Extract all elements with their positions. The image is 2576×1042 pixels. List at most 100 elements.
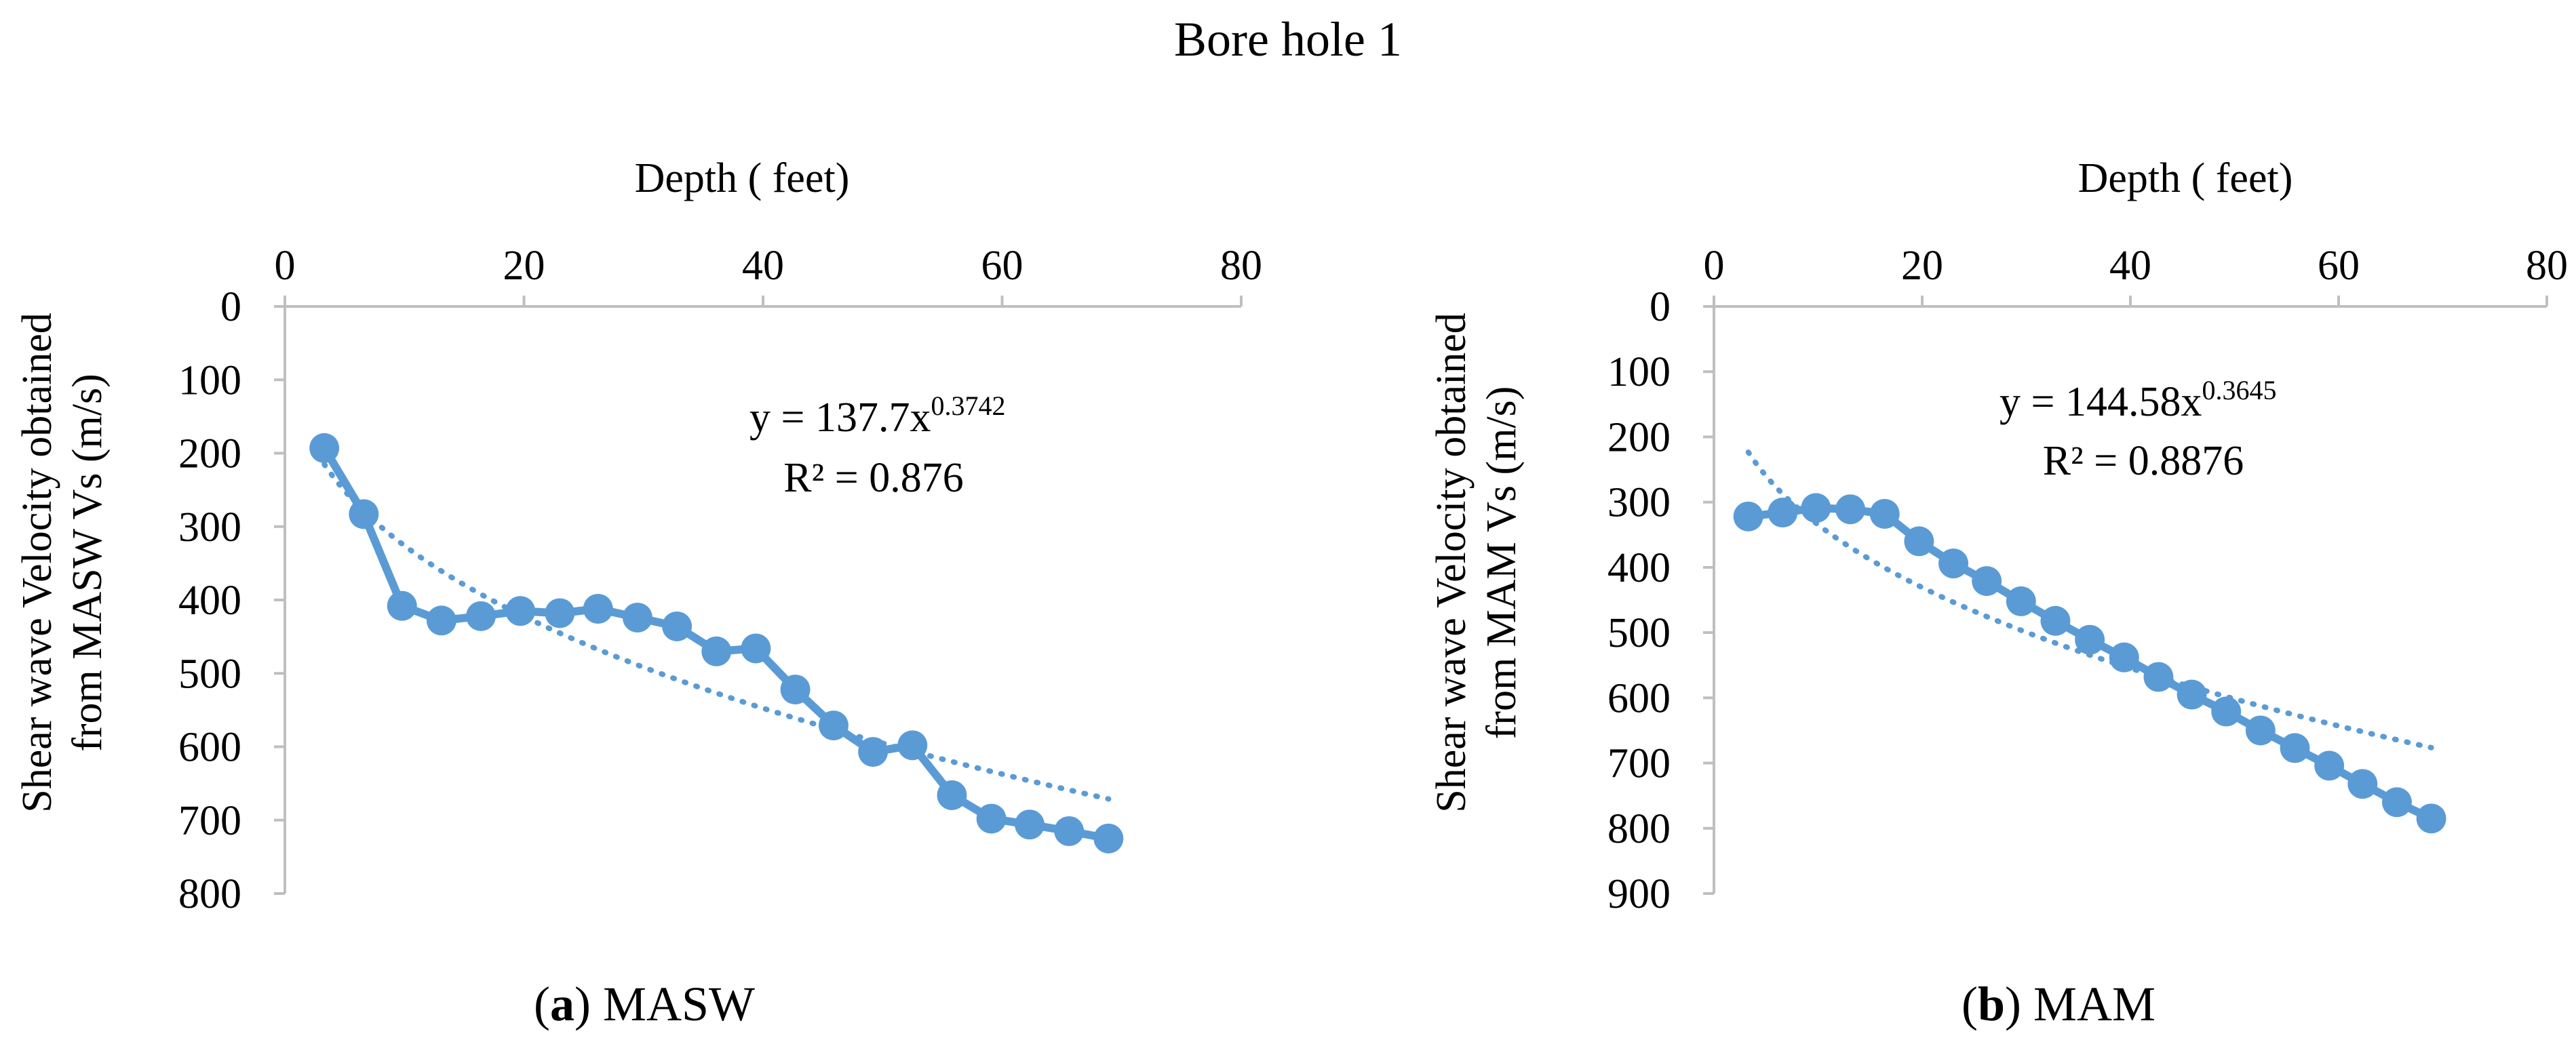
chart-mam-y-tick-label: 300	[1607, 480, 1671, 526]
chart-mam-data-point	[2177, 679, 2207, 710]
chart-masw-data-point	[897, 730, 928, 761]
chart-mam-ylabel-line1: Shear wave Velocity obtained	[1428, 313, 1475, 812]
chart-masw-series	[309, 433, 1124, 854]
chart-masw-equation: y = 137.7x0.3742	[749, 390, 1005, 441]
chart-mam-y-tick-label: 700	[1607, 741, 1671, 787]
chart-mam-equation: y = 144.58x0.3645	[1999, 375, 2276, 425]
chart-mam-data-point	[2245, 715, 2276, 746]
chart-mam-data-point	[1835, 494, 1866, 525]
chart-mam-data-point	[2314, 750, 2345, 781]
chart-masw-x-tick-label: 20	[503, 243, 545, 289]
chart-mam-data-point	[1972, 566, 2002, 597]
chart-masw-data-point	[701, 636, 732, 666]
chart-masw-x-tick-label: 40	[742, 243, 784, 289]
chart-mam-series	[1733, 493, 2446, 834]
chart-masw-caption-text: MASW	[591, 977, 755, 1031]
chart-masw-y-tick-label: 400	[178, 578, 241, 624]
chart-mam-caption-letter: b	[1978, 977, 2005, 1031]
chart-masw-x-tick-label: 0	[275, 243, 296, 289]
chart-mam-y-tick-label: 600	[1607, 675, 1671, 721]
chart-masw-caption: (a) MASW	[534, 977, 755, 1031]
chart-masw-data-point	[505, 596, 536, 626]
chart-mam-data-point	[2075, 624, 2105, 655]
chart-masw: Depth ( feet) Shear wave Velocity obtain…	[14, 155, 1262, 1031]
chart-mam-data-point	[2347, 769, 2378, 799]
chart-masw-data-point	[349, 499, 379, 529]
chart-mam-data-point	[2381, 787, 2412, 818]
chart-mam-trendline	[1745, 449, 2434, 750]
chart-mam-data-point	[2109, 642, 2139, 673]
chart-masw-caption-letter: a	[550, 977, 574, 1031]
chart-mam-data-point	[2211, 696, 2242, 727]
chart-mam-x-tick-label: 60	[2318, 243, 2360, 289]
chart-masw-ylabel-line1: Shear wave Velocity obtained	[14, 313, 60, 812]
chart-masw-axes	[274, 296, 1243, 895]
chart-masw-equation-exponent: 0.3742	[931, 390, 1005, 421]
chart-masw-data-point	[976, 803, 1007, 834]
chart-mam-y-tick-label: 0	[1650, 284, 1671, 330]
chart-masw-xlabel: Depth ( feet)	[635, 155, 850, 201]
chart-mam-x-tick-label: 40	[2109, 243, 2151, 289]
chart-mam-data-point	[2143, 662, 2174, 692]
chart-masw-y-tick-label: 800	[178, 871, 241, 917]
chart-masw-trendline-path	[321, 462, 1112, 802]
chart-mam-data-point	[2280, 733, 2310, 763]
chart-masw-data-point	[780, 675, 811, 705]
chart-mam-axes	[1703, 296, 2548, 895]
chart-mam-y-tick-label: 800	[1607, 806, 1671, 852]
chart-mam: Depth ( feet) Shear wave Velocity obtain…	[1428, 155, 2568, 1031]
chart-masw-y-tick-label: 200	[178, 431, 241, 477]
chart-mam-caption-text: MAM	[2021, 977, 2155, 1031]
chart-masw-data-point	[583, 593, 613, 624]
chart-masw-data-point	[818, 710, 848, 741]
chart-mam-data-point	[1768, 498, 1798, 528]
chart-masw-data-point	[545, 598, 575, 628]
chart-masw-data-point	[466, 601, 496, 631]
chart-masw-data-point	[1093, 823, 1124, 854]
chart-masw-data-point	[937, 780, 967, 810]
chart-masw-y-tick-label: 100	[178, 357, 241, 403]
chart-masw-y-tick-label: 0	[220, 284, 241, 330]
chart-masw-data-point	[1054, 816, 1085, 846]
chart-mam-data-point	[2416, 803, 2446, 834]
chart-mam-x-tick-label: 20	[1901, 243, 1943, 289]
chart-masw-data-point	[426, 605, 456, 636]
chart-mam-equation-exponent: 0.3645	[2202, 375, 2276, 405]
chart-masw-data-point	[858, 737, 889, 767]
chart-mam-r2: R² = 0.8876	[2043, 438, 2244, 484]
chart-masw-r2: R² = 0.876	[783, 455, 963, 501]
chart-masw-ylabel-line2: from MASW Vs (m/s)	[64, 374, 111, 751]
chart-mam-y-tick-label: 900	[1607, 871, 1671, 917]
chart-mam-y-tick-label: 200	[1607, 414, 1671, 460]
chart-masw-equation-prefix: y = 137.7x	[749, 395, 931, 441]
chart-mam-data-point	[2040, 605, 2071, 636]
chart-masw-trendline	[321, 462, 1112, 802]
chart-masw-data-point	[662, 611, 692, 641]
chart-mam-y-tick-label: 100	[1607, 349, 1671, 395]
chart-masw-data-point	[309, 433, 340, 463]
chart-mam-ylabel-line2: from MAM Vs (m/s)	[1479, 386, 1525, 740]
chart-masw-data-point	[387, 590, 417, 621]
chart-masw-y-tick-label: 300	[178, 504, 241, 550]
chart-mam-y-tick-label: 500	[1607, 610, 1671, 656]
chart-mam-data-point	[1801, 493, 1831, 523]
chart-masw-y-tick-label: 600	[178, 725, 241, 771]
chart-mam-x-tick-label: 0	[1704, 243, 1725, 289]
chart-mam-data-point	[1733, 501, 1763, 532]
chart-mam-x-tick-label: 80	[2526, 243, 2568, 289]
chart-mam-y-tick-label: 400	[1607, 545, 1671, 591]
chart-masw-y-tick-label: 500	[178, 651, 241, 697]
chart-mam-data-point	[2006, 586, 2036, 616]
chart-mam-equation-prefix: y = 144.58x	[1999, 379, 2202, 425]
chart-mam-data-point	[1938, 548, 1969, 579]
chart-masw-y-tick-label: 700	[178, 798, 241, 844]
chart-masw-data-point	[1015, 809, 1045, 840]
chart-masw-data-point	[741, 633, 771, 664]
chart-masw-x-tick-label: 60	[981, 243, 1023, 289]
chart-mam-xlabel: Depth ( feet)	[2078, 155, 2293, 201]
chart-mam-data-point	[1869, 498, 1900, 529]
chart-masw-data-point	[622, 602, 652, 633]
